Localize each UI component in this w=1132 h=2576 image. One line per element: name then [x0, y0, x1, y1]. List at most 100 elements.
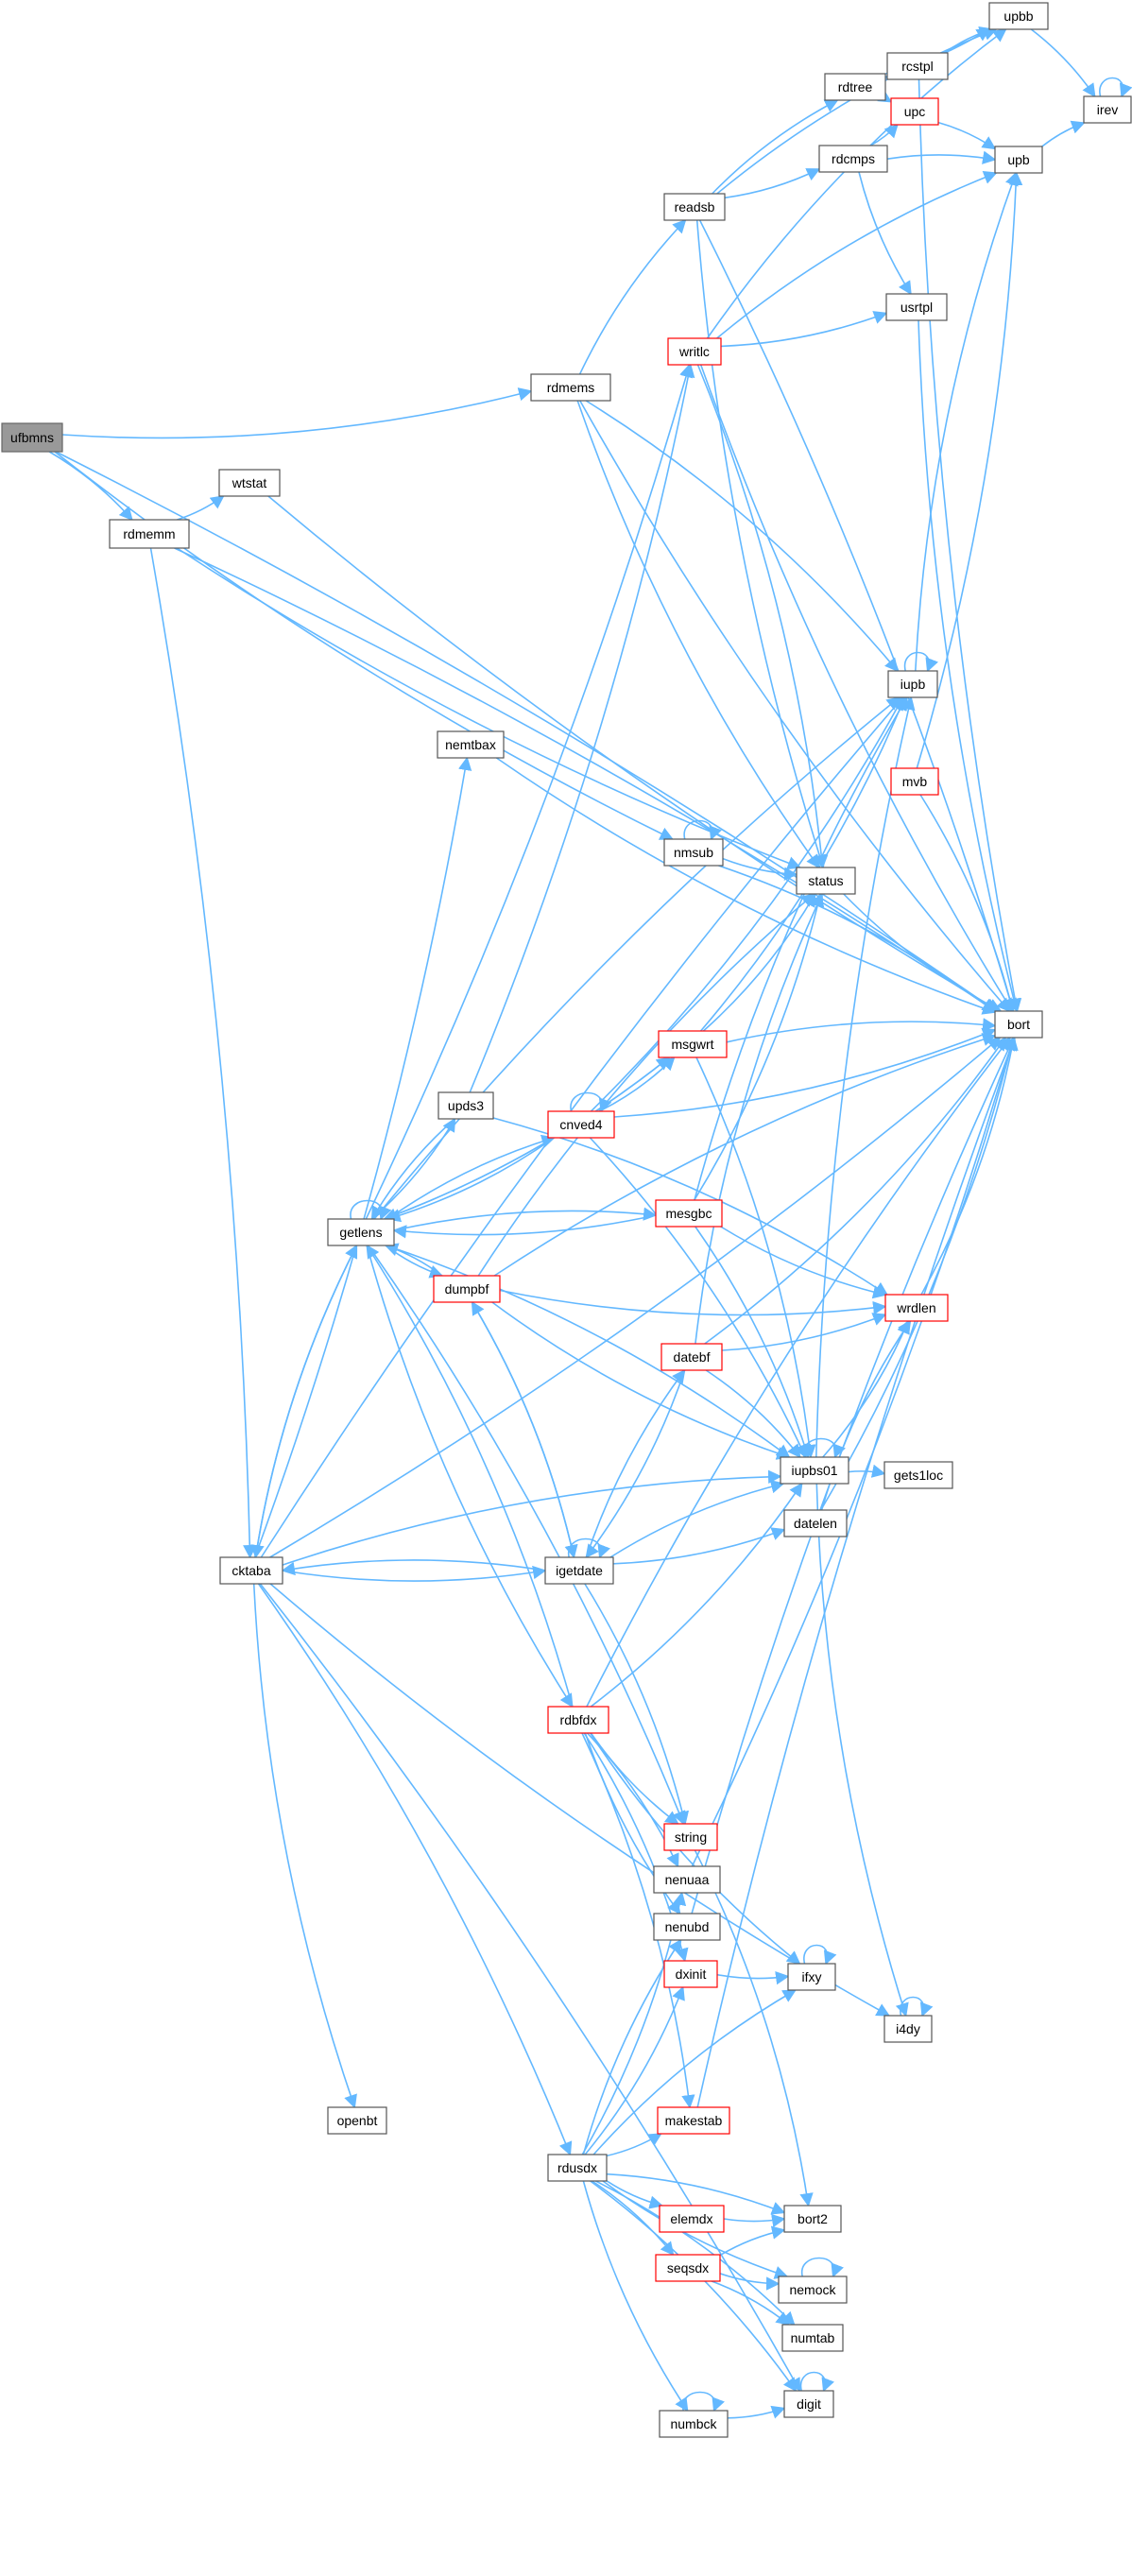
- edge-dxinit-to-ifxy: [716, 1971, 790, 1985]
- node-datebf[interactable]: datebf: [660, 1343, 723, 1371]
- edge-ufbmns-to-rdmems: [61, 387, 533, 439]
- node-cktaba[interactable]: cktaba: [219, 1556, 283, 1585]
- edge-getlens-to-string: [367, 1245, 686, 1826]
- node-digit[interactable]: digit: [783, 2390, 834, 2418]
- node-writlc[interactable]: writlc: [667, 337, 722, 366]
- node-wtstat[interactable]: wtstat: [218, 469, 281, 497]
- edge-cktaba-to-digit: [259, 1583, 801, 2393]
- node-upc[interactable]: upc: [890, 97, 939, 126]
- node-nemock[interactable]: nemock: [778, 2275, 848, 2304]
- node-readsb[interactable]: readsb: [663, 193, 726, 221]
- edge-getlens-to-msgwrt: [384, 1056, 671, 1220]
- node-box: [778, 2275, 848, 2304]
- node-igetdate[interactable]: igetdate: [544, 1556, 614, 1585]
- node-box: [219, 1556, 283, 1585]
- edge-datebf-to-iupbs01: [705, 1369, 801, 1459]
- edge-rdusdx-to-ifxy: [592, 1989, 798, 2155]
- node-openbt[interactable]: openbt: [327, 2106, 387, 2135]
- edge-rdmemm-to-status: [176, 547, 802, 870]
- node-nemtbax[interactable]: nemtbax: [437, 730, 505, 759]
- node-label: datebf: [674, 1349, 711, 1365]
- edge-rdmemm-to-cktaba: [149, 547, 257, 1559]
- node-label: nenubd: [665, 1919, 710, 1934]
- node-usrtpl[interactable]: usrtpl: [885, 293, 948, 321]
- edge-igetdate-to-cktaba: [281, 1559, 546, 1576]
- edge-datebf-to-igetdate: [585, 1369, 686, 1559]
- node-rdtree[interactable]: rdtree: [824, 73, 886, 101]
- node-label: bort: [1007, 1017, 1030, 1032]
- node-i4dy[interactable]: i4dy: [883, 2015, 933, 2043]
- node-rdmems[interactable]: rdmems: [530, 373, 611, 402]
- node-bort2[interactable]: bort2: [783, 2205, 842, 2233]
- node-box: [327, 1218, 395, 1246]
- edge-upbb-to-irev: [1030, 28, 1096, 98]
- edge-iupbs01-to-i4dy: [815, 1483, 909, 2018]
- node-nenubd[interactable]: nenubd: [653, 1913, 721, 1941]
- node-ufbmns[interactable]: ufbmns: [1, 422, 63, 453]
- node-rdbfdx[interactable]: rdbfdx: [547, 1706, 609, 1734]
- edge-getlens-to-getlens: [350, 1199, 392, 1221]
- edge-iupb-to-upb: [915, 171, 1019, 672]
- node-box: [327, 2106, 387, 2135]
- node-box: [885, 293, 948, 321]
- edge-seqsdx-to-nemock: [719, 2273, 780, 2291]
- node-mesgbc[interactable]: mesgbc: [655, 1199, 723, 1228]
- node-msgwrt[interactable]: msgwrt: [658, 1030, 728, 1058]
- node-rdusdx[interactable]: rdusdx: [547, 2154, 608, 2182]
- edge-rdbfdx-to-ifxy: [590, 1732, 801, 1965]
- node-cnved4[interactable]: cnved4: [547, 1110, 615, 1139]
- node-mvb[interactable]: mvb: [890, 767, 939, 796]
- node-upb[interactable]: upb: [994, 146, 1043, 174]
- node-bort[interactable]: bort: [994, 1010, 1043, 1039]
- node-status[interactable]: status: [796, 867, 856, 895]
- edge-wrdlen-to-bort: [920, 1036, 1019, 1296]
- node-label: upds3: [448, 1098, 484, 1113]
- node-box: [783, 2390, 834, 2418]
- edge-rcstpl-to-upbb: [943, 26, 994, 54]
- node-irev[interactable]: irev: [1083, 95, 1132, 124]
- node-gets1loc[interactable]: gets1loc: [883, 1461, 953, 1489]
- edge-ufbmns-to-bort: [55, 451, 998, 1012]
- node-layer: ufbmns rdmemm wtstat rdmems readsb rdtree rcst…: [1, 2, 1132, 2438]
- node-box: [781, 2324, 844, 2352]
- node-numbck[interactable]: numbck: [659, 2410, 729, 2438]
- node-iupb[interactable]: iupb: [887, 670, 938, 698]
- node-dumpbf[interactable]: dumpbf: [433, 1275, 501, 1303]
- node-wrdlen[interactable]: wrdlen: [884, 1294, 949, 1322]
- node-upds3[interactable]: upds3: [437, 1091, 494, 1120]
- node-upbb[interactable]: upbb: [988, 2, 1049, 30]
- edge-writlc-to-bort: [699, 364, 1014, 1013]
- node-label: numbck: [670, 2416, 717, 2431]
- edge-cnved4-to-msgwrt: [599, 1056, 676, 1112]
- node-dxinit[interactable]: dxinit: [663, 1960, 718, 1988]
- node-getlens[interactable]: getlens: [327, 1218, 395, 1246]
- edge-iupbs01-to-wrdlen: [822, 1319, 910, 1458]
- node-string[interactable]: string: [663, 1823, 718, 1851]
- edge-rdcmps-to-upc: [869, 123, 899, 146]
- node-label: rcstpl: [901, 59, 933, 74]
- edge-cktaba-to-openbt: [252, 1583, 357, 2109]
- node-rdcmps[interactable]: rdcmps: [818, 145, 888, 173]
- node-rcstpl[interactable]: rcstpl: [886, 52, 949, 80]
- node-rdmemm[interactable]: rdmemm: [109, 519, 190, 549]
- node-label: makestab: [665, 2113, 723, 2128]
- node-box: [787, 1963, 836, 1991]
- node-makestab[interactable]: makestab: [657, 2106, 730, 2135]
- node-numtab[interactable]: numtab: [781, 2324, 844, 2352]
- node-box: [659, 2205, 725, 2233]
- node-label: iupbs01: [791, 1463, 837, 1478]
- node-seqsdx[interactable]: seqsdx: [655, 2254, 721, 2282]
- node-ifxy[interactable]: ifxy: [787, 1963, 836, 1991]
- node-datelen[interactable]: datelen: [783, 1509, 848, 1537]
- node-label: bort2: [798, 2211, 828, 2226]
- edge-cktaba-to-bort: [269, 1037, 1002, 1558]
- node-elemdx[interactable]: elemdx: [659, 2205, 725, 2233]
- node-label: upbb: [1003, 9, 1033, 24]
- node-iupbs01[interactable]: iupbs01: [780, 1456, 849, 1485]
- node-nmsub[interactable]: nmsub: [663, 838, 724, 867]
- node-label: ufbmns: [10, 430, 54, 445]
- node-nenuaa[interactable]: nenuaa: [653, 1865, 721, 1894]
- node-box: [1083, 95, 1132, 124]
- node-label: irev: [1097, 102, 1119, 117]
